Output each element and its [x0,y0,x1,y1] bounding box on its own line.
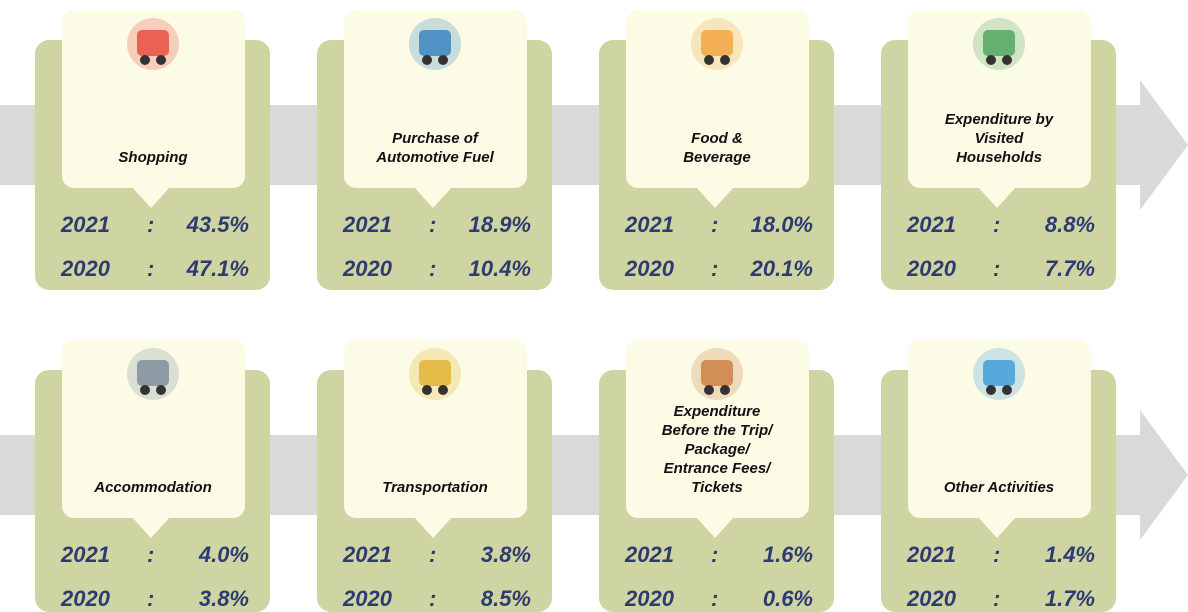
card: Expenditure by Visited Households 2021: 8.8%… [881,10,1116,290]
separator: : [429,586,436,611]
infographic: Shopping 2021: 43.5% 2020: 47.1% Purchase of A… [0,0,1188,612]
share-value: 8.5% [481,586,531,611]
year: 2021 [624,542,674,567]
card: Transportation 2021: 3.8% 2020: 8.5% [317,340,552,612]
year: 2021 [342,542,392,567]
year: 2020 [906,586,957,611]
icon [137,30,169,56]
icon [419,30,451,56]
icon [701,360,733,386]
share-value: 43.5% [186,212,249,237]
card: Purchase of Automotive Fuel 2021: 18.9% 2020… [317,10,552,290]
category-label: Expenditure by [945,111,1054,128]
share-value: 0.6% [763,586,813,611]
icon [1002,55,1012,65]
year: 2021 [906,542,956,567]
category-label: Transportation [382,479,488,496]
icon [720,55,730,65]
share-value: 4.0% [198,542,249,567]
share-value: 3.8% [199,586,249,611]
share-value: 18.9% [469,212,531,237]
card: Expenditure Before the Trip/Package/Entra… [599,340,834,612]
year: 2020 [342,586,393,611]
share-value: 1.6% [763,542,813,567]
icon [1002,385,1012,395]
separator: : [147,212,154,237]
share-value: 7.7% [1045,256,1095,281]
share-value: 3.8% [481,542,531,567]
year: 2020 [60,256,111,281]
category-label: Food & [691,130,743,147]
separator: : [429,212,436,237]
icon [140,55,150,65]
share-value: 20.1% [750,256,813,281]
separator: : [711,542,718,567]
category-label: Beverage [683,149,751,166]
share-value: 1.7% [1045,586,1095,611]
separator: : [711,256,718,281]
separator: : [993,212,1000,237]
category-label: Tickets [691,479,742,496]
separator: : [147,256,154,281]
icon [137,360,169,386]
year: 2021 [906,212,956,237]
separator: : [429,542,436,567]
year: 2020 [624,256,675,281]
separator: : [711,586,718,611]
card: Food & Beverage 2021: 18.0% 2020: 20.1% [599,10,834,290]
separator: : [711,212,718,237]
category-label: Other Activities [944,479,1054,496]
icon [701,30,733,56]
icon [140,385,150,395]
year: 2020 [60,586,111,611]
category-label: Automotive Fuel [375,149,494,166]
icon [438,385,448,395]
year: 2021 [60,212,110,237]
icon [704,55,714,65]
category-label: Before the Trip/ [662,422,774,439]
category-label: Shopping [118,149,187,166]
icon [983,30,1015,56]
card: Other Activities 2021: 1.4% 2020: 1.7% [881,340,1116,612]
icon [704,385,714,395]
year: 2021 [60,542,110,567]
separator: : [993,586,1000,611]
icon [986,385,996,395]
icon [156,55,166,65]
separator: : [147,586,154,611]
category-label: Purchase of [392,130,480,147]
share-value: 18.0% [751,212,813,237]
icon [422,385,432,395]
icon [986,55,996,65]
separator: : [147,542,154,567]
icon [720,385,730,395]
category-label: Visited [975,130,1024,147]
category-label: Households [956,149,1042,166]
category-label: Accommodation [93,479,212,496]
share-value: 8.8% [1045,212,1095,237]
icon [419,360,451,386]
card: Accommodation 2021: 4.0% 2020: 3.8% [35,340,270,612]
year: 2020 [342,256,393,281]
separator: : [429,256,436,281]
year: 2021 [342,212,392,237]
icon [422,55,432,65]
separator: : [993,256,1000,281]
year: 2021 [624,212,674,237]
category-label: Package/ [684,441,751,458]
share-value: 47.1% [186,256,249,281]
year: 2020 [624,586,675,611]
year: 2020 [906,256,957,281]
icon [983,360,1015,386]
share-value: 10.4% [469,256,531,281]
category-label: Entrance Fees/ [664,460,773,477]
icon [438,55,448,65]
card: Shopping 2021: 43.5% 2020: 47.1% [35,10,270,290]
icon [156,385,166,395]
share-value: 1.4% [1045,542,1095,567]
separator: : [993,542,1000,567]
category-label: Expenditure [674,403,761,420]
